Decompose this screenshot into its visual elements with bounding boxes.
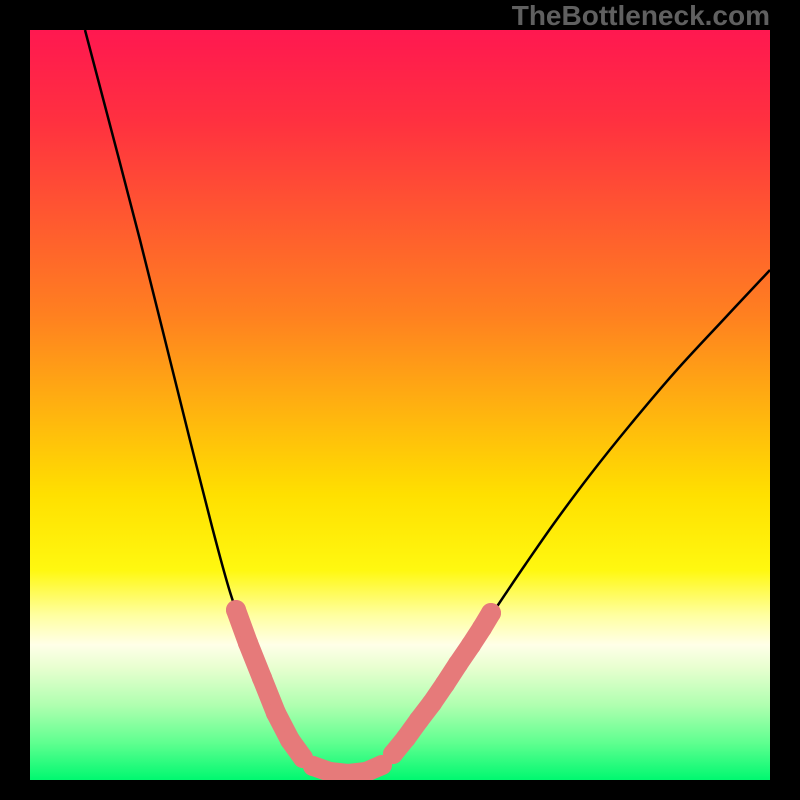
chart-frame-border xyxy=(0,0,800,800)
watermark-label: TheBottleneck.com xyxy=(512,0,770,32)
chart-container: TheBottleneck.com xyxy=(0,0,800,800)
